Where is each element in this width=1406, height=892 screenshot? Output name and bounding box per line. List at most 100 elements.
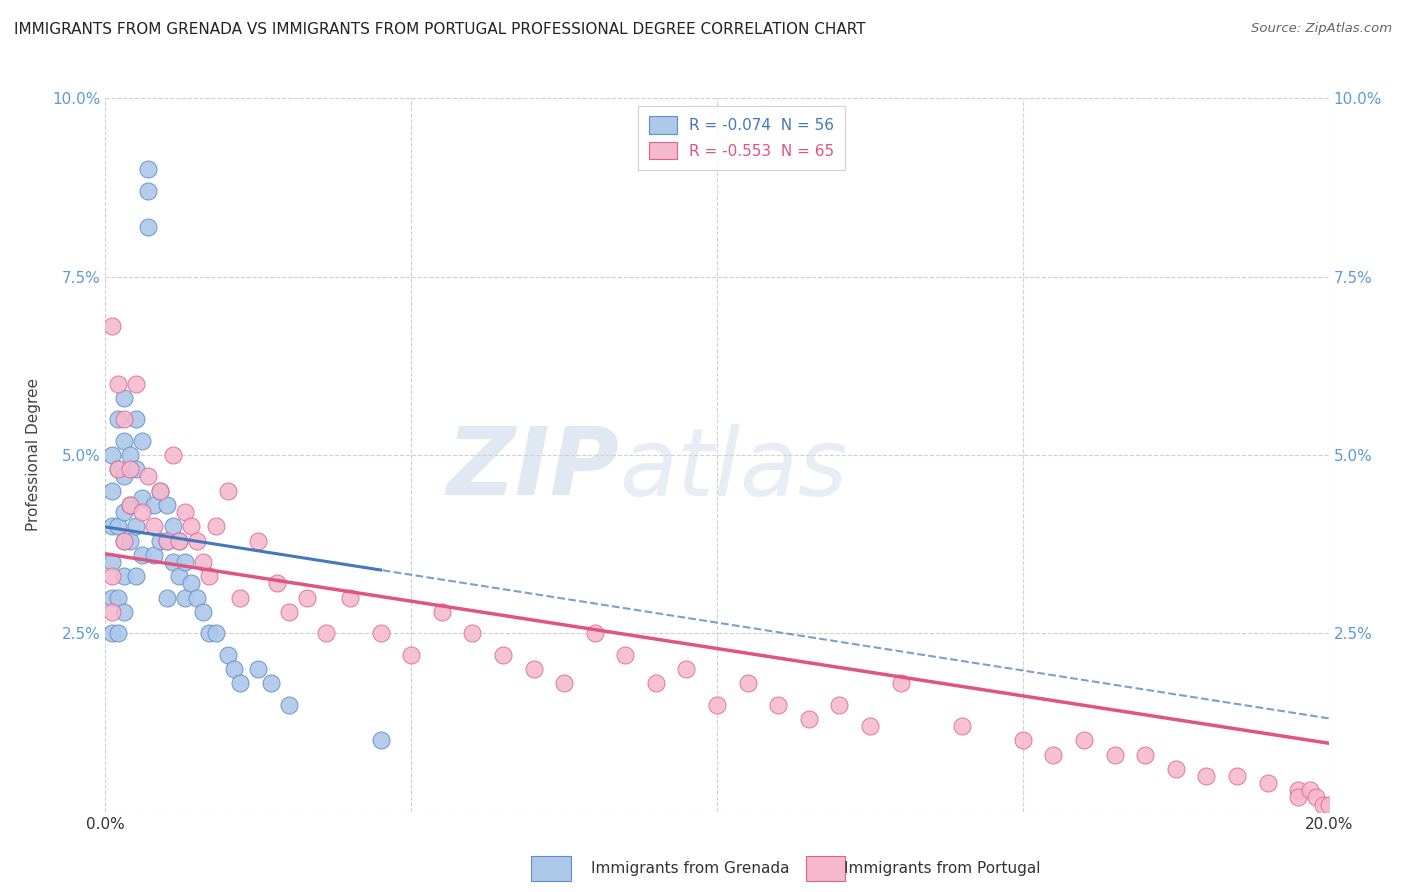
Point: [193, 555, 215, 569]
Point: [186, 533, 208, 548]
Bar: [531, 856, 571, 881]
Point: [1133, 747, 1156, 762]
Text: Immigrants from Portugal: Immigrants from Portugal: [844, 862, 1040, 876]
Point: [1104, 747, 1126, 762]
Point: [107, 376, 129, 391]
Point: [737, 676, 759, 690]
Point: [131, 491, 153, 505]
Point: [118, 533, 141, 548]
Point: [100, 483, 122, 498]
Point: [118, 462, 141, 476]
Point: [100, 605, 122, 619]
Point: [107, 626, 129, 640]
Point: [768, 698, 790, 712]
Point: [136, 219, 159, 234]
Point: [107, 412, 129, 426]
Point: [112, 469, 135, 483]
Point: [155, 533, 177, 548]
Point: [266, 576, 288, 591]
Point: [149, 483, 172, 498]
Point: [136, 184, 159, 198]
Point: [1195, 769, 1218, 783]
Point: [112, 434, 135, 448]
Point: [644, 676, 666, 690]
Point: [100, 319, 122, 334]
Point: [583, 626, 606, 640]
Point: [278, 605, 301, 619]
Point: [100, 626, 122, 640]
Point: [193, 605, 215, 619]
Point: [162, 519, 184, 533]
Point: [125, 412, 148, 426]
Point: [1256, 776, 1278, 790]
Point: [339, 591, 361, 605]
Point: [523, 662, 546, 676]
Point: [107, 462, 129, 476]
Text: ZIP: ZIP: [446, 423, 619, 516]
Point: [1011, 733, 1033, 747]
Point: [370, 626, 392, 640]
Point: [278, 698, 301, 712]
Point: [889, 676, 911, 690]
Point: [1164, 762, 1187, 776]
Point: [204, 519, 226, 533]
Text: Source: ZipAtlas.com: Source: ZipAtlas.com: [1251, 22, 1392, 36]
Point: [259, 676, 281, 690]
Point: [155, 591, 177, 605]
Point: [204, 626, 226, 640]
Point: [100, 591, 122, 605]
Point: [1317, 797, 1340, 812]
Text: atlas: atlas: [619, 424, 848, 515]
Point: [430, 605, 453, 619]
Point: [162, 448, 184, 462]
Point: [143, 498, 166, 512]
Point: [217, 648, 239, 662]
Bar: [806, 856, 845, 881]
Point: [167, 533, 190, 548]
Point: [1312, 797, 1334, 812]
Point: [100, 555, 122, 569]
Point: [100, 569, 122, 583]
Point: [107, 519, 129, 533]
Legend: R = -0.074  N = 56, R = -0.553  N = 65: R = -0.074 N = 56, R = -0.553 N = 65: [638, 106, 845, 170]
Point: [315, 626, 337, 640]
Point: [155, 498, 177, 512]
Point: [136, 469, 159, 483]
Point: [131, 505, 153, 519]
Text: Immigrants from Grenada: Immigrants from Grenada: [591, 862, 789, 876]
Point: [1286, 783, 1309, 797]
Point: [112, 533, 135, 548]
Point: [1226, 769, 1249, 783]
Point: [180, 576, 202, 591]
Point: [229, 676, 252, 690]
Point: [174, 591, 197, 605]
Point: [143, 548, 166, 562]
Point: [125, 519, 148, 533]
Point: [247, 533, 270, 548]
Point: [174, 505, 197, 519]
Point: [1305, 790, 1327, 805]
Text: IMMIGRANTS FROM GRENADA VS IMMIGRANTS FROM PORTUGAL PROFESSIONAL DEGREE CORRELAT: IMMIGRANTS FROM GRENADA VS IMMIGRANTS FR…: [14, 22, 866, 37]
Point: [706, 698, 728, 712]
Point: [370, 733, 392, 747]
Point: [149, 533, 172, 548]
Point: [828, 698, 851, 712]
Point: [297, 591, 319, 605]
Point: [100, 519, 122, 533]
Point: [162, 555, 184, 569]
Point: [614, 648, 637, 662]
Point: [1042, 747, 1064, 762]
Point: [217, 483, 239, 498]
Point: [167, 569, 190, 583]
Point: [118, 498, 141, 512]
Point: [107, 462, 129, 476]
Point: [229, 591, 252, 605]
Point: [1073, 733, 1095, 747]
Point: [797, 712, 820, 726]
Point: [112, 505, 135, 519]
Point: [131, 434, 153, 448]
Point: [143, 519, 166, 533]
Point: [247, 662, 270, 676]
Point: [174, 555, 197, 569]
Point: [125, 376, 148, 391]
